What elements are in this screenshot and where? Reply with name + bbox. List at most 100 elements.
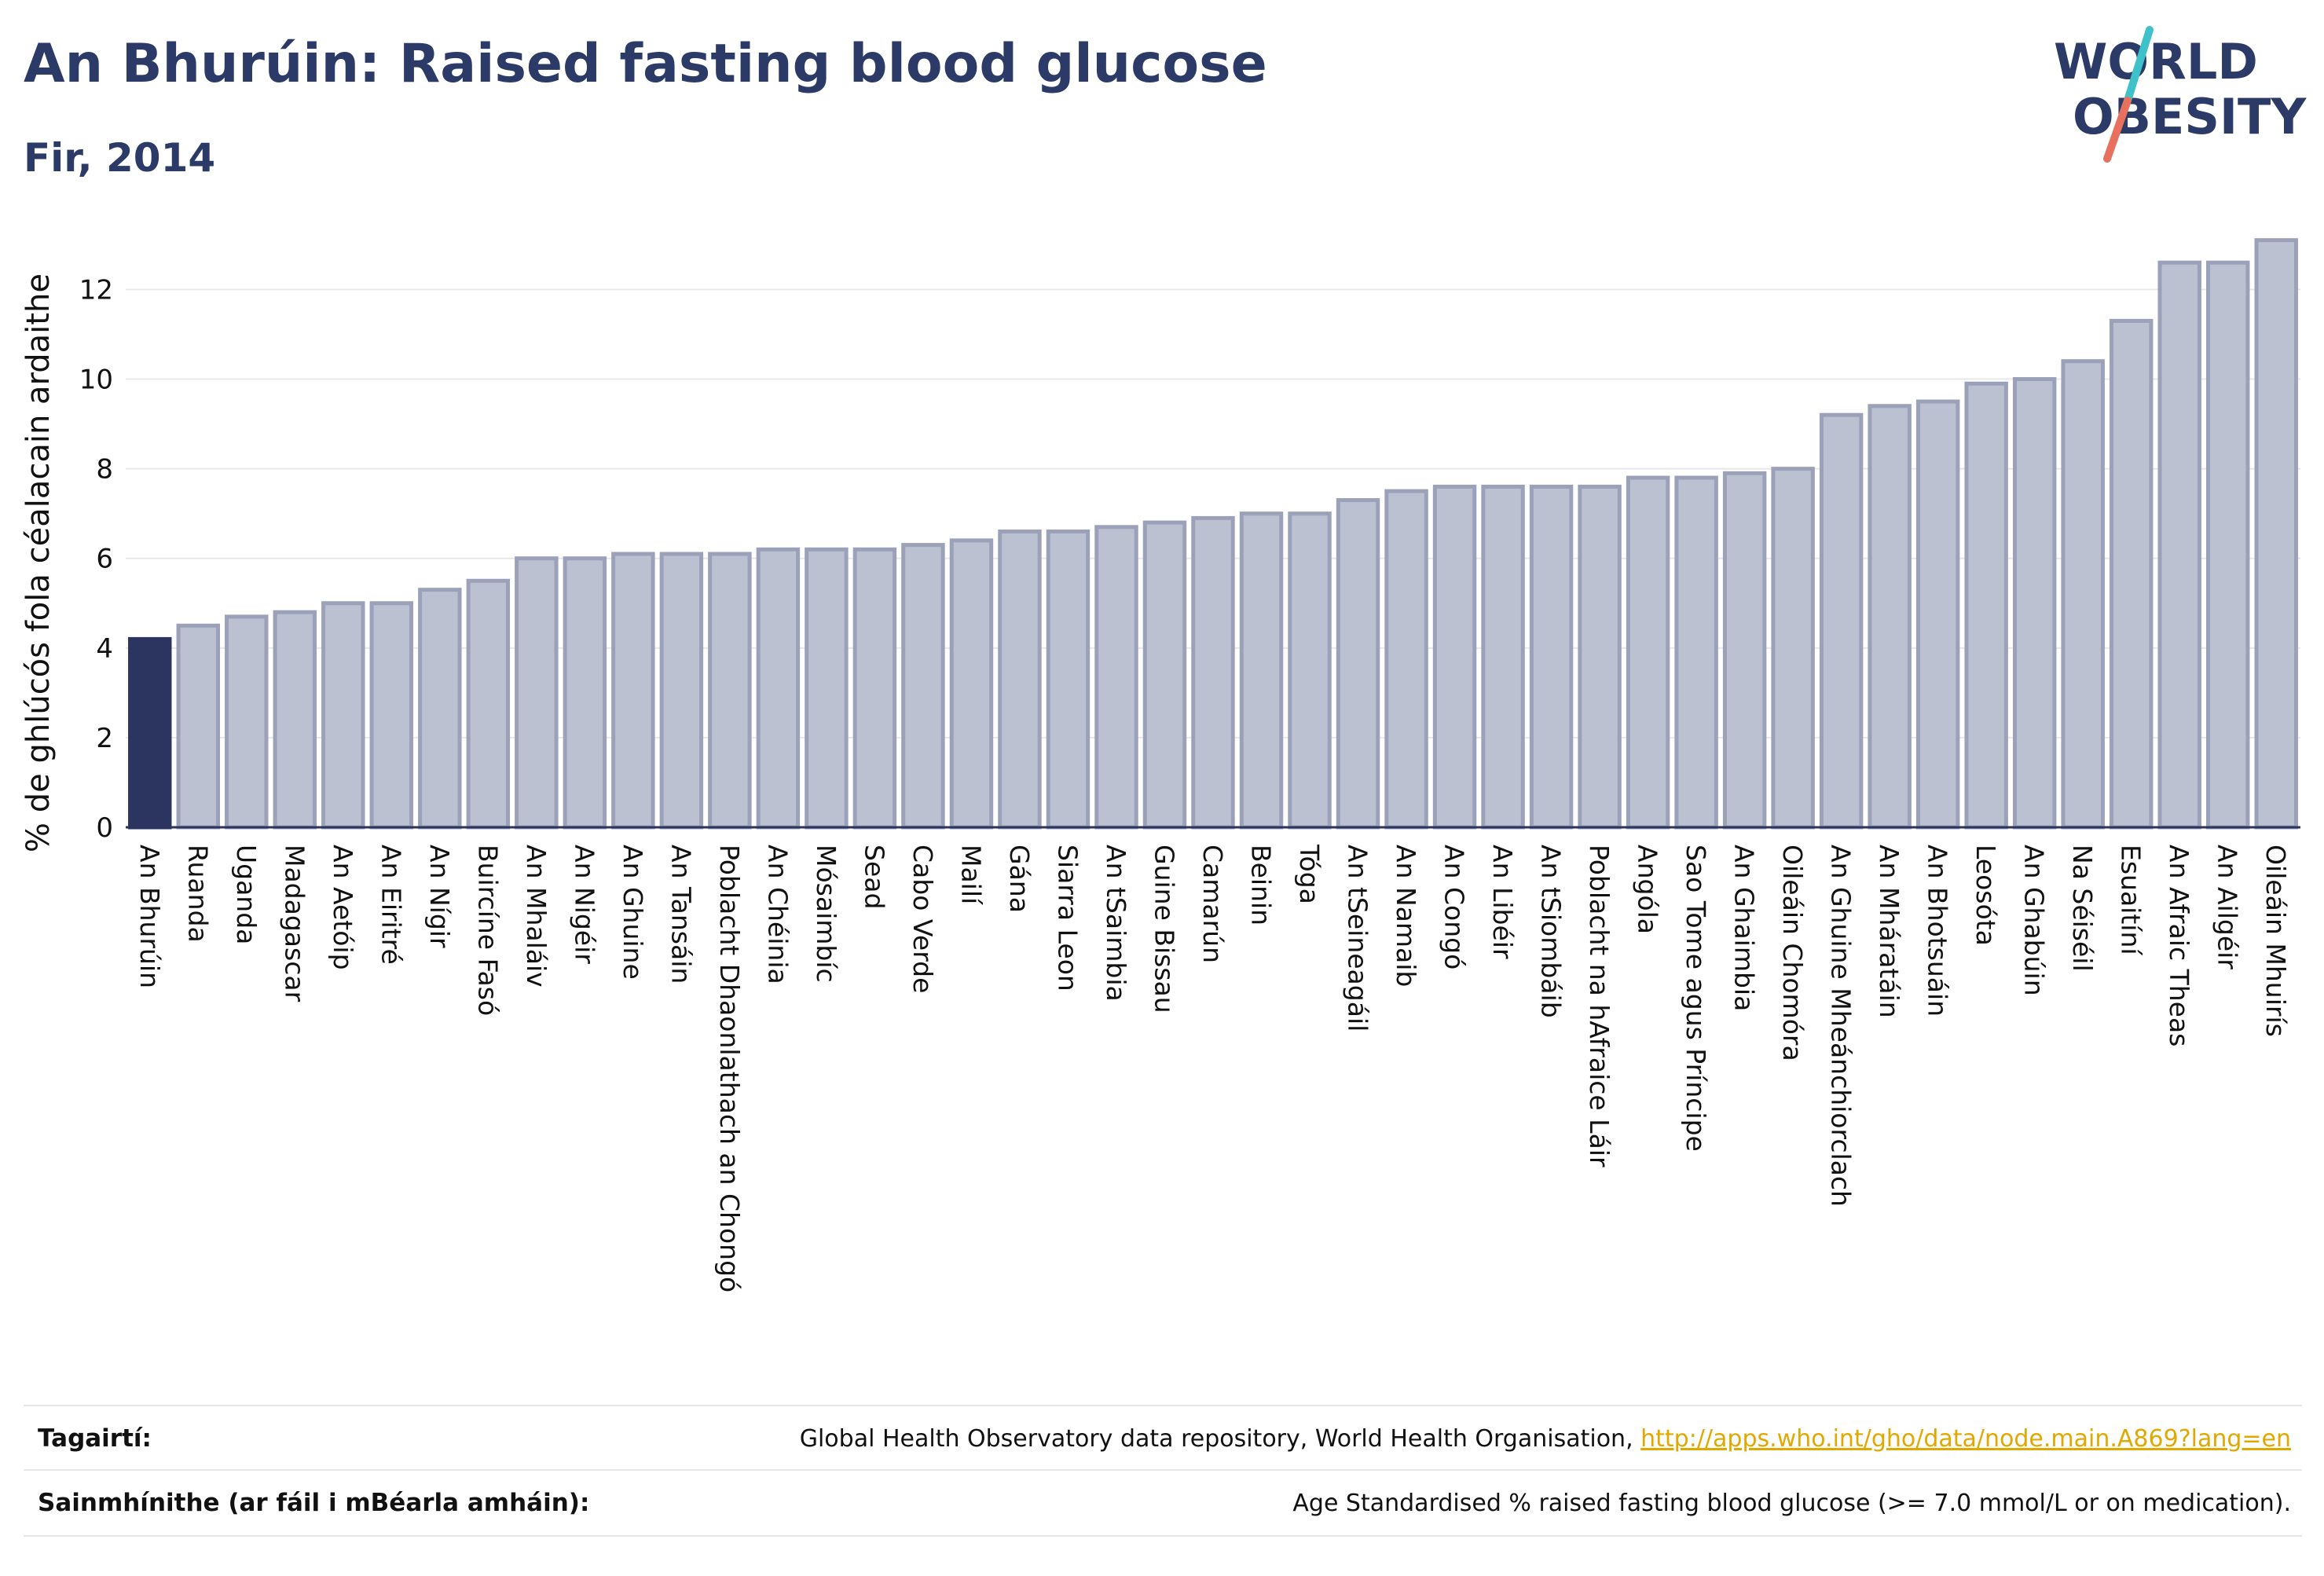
bar <box>852 547 897 830</box>
x-tick-label: Gána <box>1004 845 1035 913</box>
x-tick-label: Leosóta <box>1970 845 2001 946</box>
x-tick-label: An Libéir <box>1487 845 1518 959</box>
bar <box>901 543 945 830</box>
bar <box>2206 260 2250 830</box>
bar <box>176 623 220 830</box>
references-value: Global Health Observatory data repositor… <box>800 1425 2302 1453</box>
bar-chart: 0 2 4 6 8 10 12 An Bhurúin Ruanda Uganda Madagasca… <box>20 238 2300 1292</box>
x-tick-label: Sao Tome agus Príncipe <box>1681 845 1711 1152</box>
x-tick-label: Ruanda <box>182 845 213 943</box>
bar <box>611 552 655 830</box>
x-tick-label: Poblacht Dhaonlathach an Chongó <box>714 845 745 1292</box>
x-tick-label: Siarra Leon <box>1052 845 1083 991</box>
bar <box>1964 381 2008 830</box>
bar <box>2012 377 2057 830</box>
bar <box>128 636 172 830</box>
x-tick-label: An Ailgéir <box>2212 845 2243 969</box>
x-tick-label: An Tansáin <box>665 845 696 984</box>
references-label: Tagairtí: <box>38 1424 152 1453</box>
x-tick-label: Tóga <box>1294 844 1325 904</box>
bar <box>2061 359 2105 830</box>
bar <box>1529 484 1574 830</box>
bar <box>756 547 801 830</box>
logo-line1: WORLD <box>2054 33 2258 90</box>
x-tick-label: Uganda <box>231 845 262 944</box>
references-row: Tagairtí: Global Health Observatory data… <box>24 1405 2302 1471</box>
bar <box>1094 525 1138 830</box>
bar <box>1046 530 1091 830</box>
x-tick-label: An tSiombáib <box>1536 845 1567 1018</box>
bar <box>1481 484 1525 830</box>
world-obesity-logo: WORLD OBESITY <box>2054 26 2307 163</box>
bar <box>1432 484 1477 830</box>
x-tick-label: Oileáin Mhuirís <box>2260 845 2291 1037</box>
x-tick-label: An Mhaláiv <box>521 845 552 988</box>
references-text: Global Health Observatory data repositor… <box>799 1424 1641 1453</box>
x-tick-label: Guine Bissau <box>1149 845 1179 1013</box>
bar <box>708 552 752 830</box>
bar <box>225 614 269 830</box>
chart-subtitle: Fir, 2014 <box>24 135 216 181</box>
y-tick-label: 2 <box>96 723 113 754</box>
bar <box>1722 471 1767 830</box>
x-tick-label: Madagascar <box>279 845 310 1002</box>
bar <box>369 601 414 830</box>
bar <box>1674 475 1718 830</box>
x-tick-label: An Ghuine Mheánchiorclach <box>1826 845 1857 1207</box>
x-tick-label: An Congó <box>1439 845 1470 969</box>
y-tick-label: 6 <box>96 544 113 575</box>
x-tick-label: Na Séiséil <box>2067 845 2098 972</box>
references-link[interactable]: http://apps.who.int/gho/data/node.main.A… <box>1640 1424 2291 1453</box>
definitions-label: Sainmhínithe (ar fáil i mBéarla amháin): <box>38 1489 590 1517</box>
definitions-row: Sainmhínithe (ar fáil i mBéarla amháin):… <box>24 1469 2302 1537</box>
bar <box>563 556 607 830</box>
bar <box>1239 511 1284 830</box>
bar <box>1191 515 1235 830</box>
x-tick-label: Angóla <box>1633 845 1663 934</box>
x-tick-label: An Bhotsuáin <box>1923 845 1953 1017</box>
x-tick-label: Esuaitíní <box>2116 845 2146 956</box>
bar <box>949 538 994 830</box>
bar <box>1819 412 1864 830</box>
bar <box>1384 489 1428 830</box>
bar <box>1915 399 1960 830</box>
x-tick-label: Beinin <box>1246 845 1277 925</box>
x-tick-label: An Namaib <box>1391 845 1421 987</box>
x-tick-label: An Eiritré <box>376 845 406 965</box>
x-tick-label: An Ghuine <box>618 845 648 980</box>
y-tick-label: 0 <box>96 812 113 844</box>
x-tick-label: Buircíne Fasó <box>472 845 503 1016</box>
bar <box>2254 238 2298 830</box>
bar <box>1578 484 1622 830</box>
bar <box>1771 467 1815 830</box>
x-tick-label: An tSaimbia <box>1101 845 1131 1002</box>
x-tick-label: Oileáin Chomóra <box>1777 845 1808 1061</box>
bar <box>1868 404 1912 830</box>
x-tick-label: An Ghaimbia <box>1729 845 1760 1011</box>
x-tick-label: An Aetóip <box>328 845 358 970</box>
x-tick-label: Poblacht na hAfraice Láir <box>1584 845 1615 1167</box>
x-tick-label: An Nígir <box>424 845 455 948</box>
x-tick-label: An Ghabúin <box>2019 845 2050 996</box>
bar <box>805 547 849 830</box>
x-tick-label: Camarún <box>1197 845 1228 963</box>
chart-title: An Bhurúin: Raised fasting blood glucose <box>24 33 1267 95</box>
x-tick-label: Mósaimbíc <box>811 845 841 983</box>
bar <box>1626 475 1670 830</box>
y-axis-label: % de ghlúcós fola céalacain ardaithe <box>20 273 57 852</box>
x-tick-label: An Nigéir <box>569 845 599 964</box>
x-tick-label: An tSeineagáil <box>1343 845 1373 1032</box>
bar <box>2109 318 2154 830</box>
x-tick-label: An Bhurúin <box>134 845 165 988</box>
x-tick-label: An Chéinia <box>762 845 793 984</box>
x-tick-label: Sead <box>859 845 889 909</box>
definitions-value: Age Standardised % raised fasting blood … <box>1292 1489 2291 1517</box>
bar <box>1288 511 1332 830</box>
bar <box>659 552 704 830</box>
x-tick-label: Mailí <box>955 845 986 906</box>
x-tick-label: Cabo Verde <box>907 845 938 993</box>
bar <box>466 578 511 830</box>
y-tick-label: 10 <box>79 365 113 396</box>
x-tick-label: An Mháratáin <box>1874 845 1904 1018</box>
bar <box>515 556 559 830</box>
